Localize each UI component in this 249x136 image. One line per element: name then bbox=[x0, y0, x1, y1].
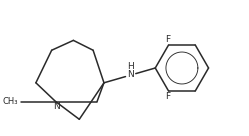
Text: N: N bbox=[53, 102, 60, 111]
Text: CH₃: CH₃ bbox=[3, 97, 18, 106]
Text: F: F bbox=[165, 35, 170, 44]
Text: F: F bbox=[165, 92, 170, 101]
Text: H
N: H N bbox=[127, 61, 134, 79]
